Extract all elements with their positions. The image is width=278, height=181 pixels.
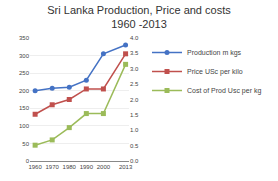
svg-text:3.5: 3.5 bbox=[130, 50, 139, 56]
svg-text:0: 0 bbox=[26, 158, 30, 164]
svg-text:100: 100 bbox=[19, 123, 30, 129]
svg-text:Cost of Prod Usc per kg: Cost of Prod Usc per kg bbox=[187, 87, 261, 95]
svg-text:1.5: 1.5 bbox=[130, 112, 139, 118]
svg-text:1990: 1990 bbox=[80, 164, 94, 170]
svg-text:350: 350 bbox=[19, 35, 30, 41]
svg-text:Price USc per kilo: Price USc per kilo bbox=[187, 68, 243, 76]
svg-text:0.5: 0.5 bbox=[130, 143, 139, 149]
svg-text:2.0: 2.0 bbox=[130, 97, 139, 103]
svg-text:50: 50 bbox=[22, 141, 29, 147]
svg-text:1970: 1970 bbox=[46, 164, 60, 170]
svg-text:300: 300 bbox=[19, 53, 30, 59]
svg-text:0.0: 0.0 bbox=[130, 158, 139, 164]
svg-text:1.0: 1.0 bbox=[130, 127, 139, 133]
svg-text:1980: 1980 bbox=[63, 164, 77, 170]
svg-text:3.0: 3.0 bbox=[130, 66, 139, 72]
svg-text:2000: 2000 bbox=[97, 164, 111, 170]
svg-text:2.5: 2.5 bbox=[130, 81, 139, 87]
svg-text:2013: 2013 bbox=[119, 164, 133, 170]
svg-text:1960: 1960 bbox=[28, 164, 42, 170]
svg-text:Production m kgs: Production m kgs bbox=[187, 49, 242, 57]
svg-text:200: 200 bbox=[19, 88, 30, 94]
svg-text:150: 150 bbox=[19, 105, 30, 111]
svg-text:4.0: 4.0 bbox=[130, 35, 139, 41]
svg-text:Sri Lanka Production, Price an: Sri Lanka Production, Price and costs196… bbox=[47, 4, 231, 30]
svg-text:250: 250 bbox=[19, 70, 30, 76]
